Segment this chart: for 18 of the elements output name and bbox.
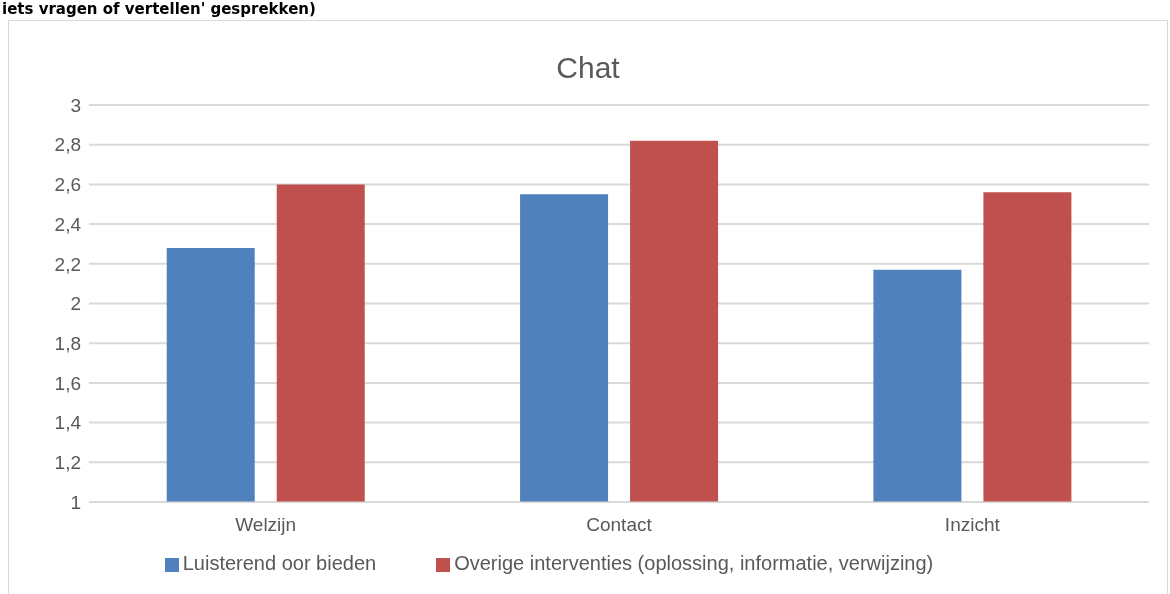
legend-label: Luisterend oor bieden bbox=[182, 552, 377, 574]
y-tick-label: 2,6 bbox=[54, 174, 81, 196]
y-tick-label: 2,8 bbox=[54, 134, 81, 156]
y-tick-label: 1,4 bbox=[54, 412, 82, 434]
y-tick-label: 1 bbox=[70, 491, 81, 513]
y-tick-label: 2 bbox=[70, 293, 81, 315]
x-tick-label: Welzijn bbox=[235, 514, 297, 536]
legend-label: Overige interventies (oplossing, informatie, verwijzing) bbox=[454, 552, 934, 574]
y-tick-label: 2,4 bbox=[54, 213, 82, 235]
y-tick-label: 1,6 bbox=[54, 372, 81, 394]
chart-title: Chat bbox=[555, 51, 621, 86]
y-tick-label: 3 bbox=[70, 94, 81, 116]
y-tick-label: 1,8 bbox=[54, 332, 81, 354]
x-tick-label: Inzicht bbox=[944, 514, 1001, 536]
text: iets vragen of vertellen' gesprekken) bbox=[2, 0, 316, 18]
y-tick-label: 1,2 bbox=[54, 452, 81, 474]
x-tick-label: Contact bbox=[586, 514, 653, 536]
y-tick-label: 2,2 bbox=[54, 253, 81, 275]
